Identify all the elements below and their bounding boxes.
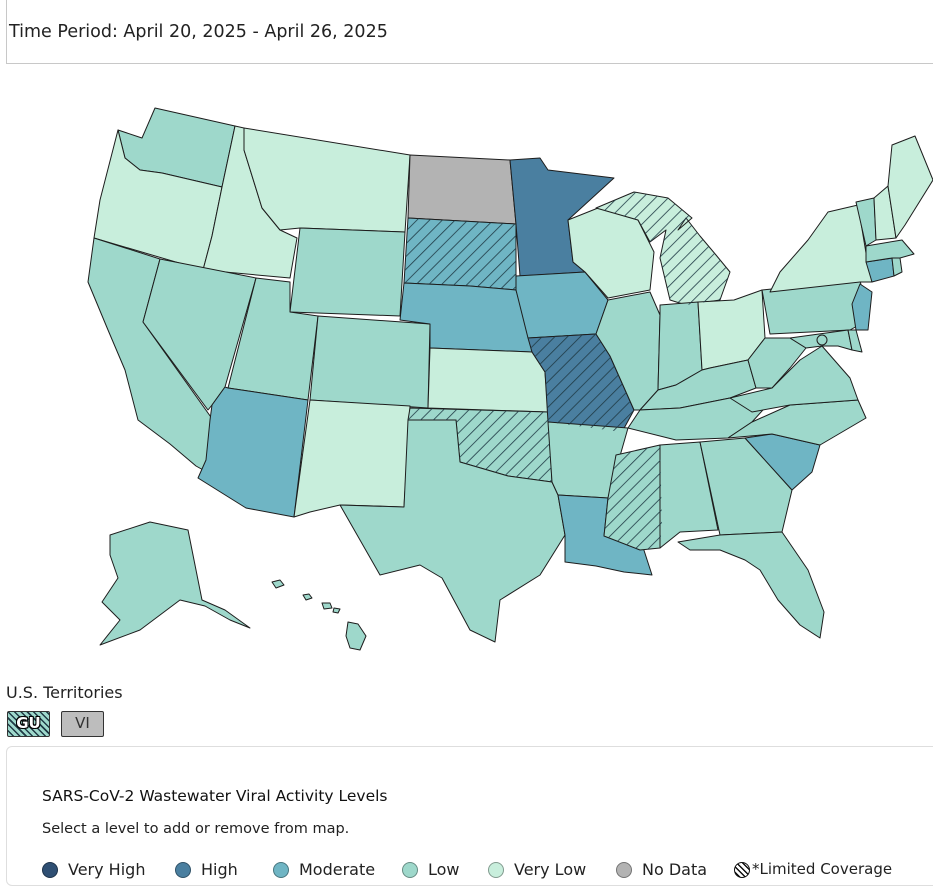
legend-label: *Limited Coverage — [752, 860, 893, 878]
state-co[interactable] — [309, 315, 431, 409]
legend-title: SARS-CoV-2 Wastewater Viral Activity Lev… — [42, 787, 388, 805]
legend-label: Very Low — [514, 860, 587, 879]
hatch-icon — [734, 862, 750, 878]
time-period-box: Time Period: April 20, 2025 - April 26, … — [6, 0, 933, 64]
state-hi[interactable] — [271, 579, 367, 651]
state-ak[interactable] — [99, 521, 251, 646]
state-wy[interactable] — [289, 227, 406, 317]
legend-panel: SARS-CoV-2 Wastewater Viral Activity Lev… — [6, 746, 933, 886]
state-fl[interactable] — [677, 531, 825, 639]
state-nj[interactable] — [851, 283, 873, 331]
state-ny[interactable] — [769, 204, 873, 293]
legend-label: Moderate — [299, 860, 376, 879]
state-dc[interactable] — [816, 334, 828, 346]
time-period-label: Time Period: April 20, 2025 - April 26, … — [9, 22, 388, 42]
low-dot-icon — [402, 862, 418, 878]
state-wv[interactable] — [747, 337, 807, 389]
moderate-dot-icon — [273, 862, 289, 878]
no-data-dot-icon — [616, 862, 632, 878]
territory-gu-button[interactable]: GU — [7, 711, 50, 737]
state-ga[interactable] — [699, 437, 793, 536]
legend-label: Very High — [68, 860, 146, 879]
state-mt[interactable] — [243, 127, 411, 233]
state-va[interactable] — [729, 345, 859, 413]
state-ri[interactable] — [891, 257, 903, 277]
us-state-map — [87, 107, 933, 651]
very-high-dot-icon — [42, 862, 58, 878]
legend-row: Very High High Moderate Low Very Low No … — [42, 859, 933, 881]
legend-label: Low — [428, 860, 460, 879]
high-dot-icon — [175, 862, 191, 878]
legend-subtitle: Select a level to add or remove from map… — [42, 821, 350, 837]
state-ks[interactable] — [427, 347, 549, 413]
state-nd[interactable] — [407, 154, 517, 225]
state-az[interactable] — [197, 386, 309, 518]
very-low-dot-icon — [488, 862, 504, 878]
state-nc[interactable] — [727, 399, 867, 446]
state-me[interactable] — [887, 135, 933, 239]
territories-label: U.S. Territories — [6, 683, 123, 702]
state-sd[interactable] — [403, 217, 517, 291]
state-nm[interactable] — [293, 399, 411, 518]
state-de[interactable] — [847, 329, 863, 353]
legend-label: No Data — [642, 860, 708, 879]
legend-label: High — [201, 860, 238, 879]
territory-vi-button[interactable]: VI — [61, 711, 104, 737]
state-ma[interactable] — [865, 239, 915, 263]
